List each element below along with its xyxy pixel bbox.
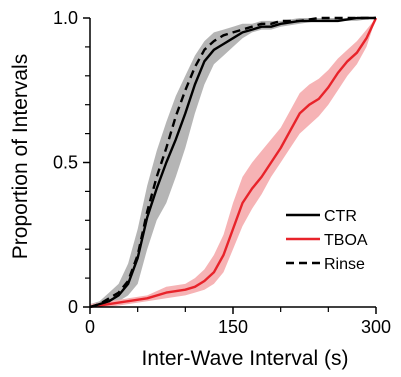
legend-label-rinse: Rinse xyxy=(324,256,365,273)
legend: CTR TBOA Rinse xyxy=(286,208,368,273)
x-tick-label: 150 xyxy=(218,317,248,337)
legend-label-ctr: CTR xyxy=(324,208,357,225)
y-axis-label: Proportion of Intervals xyxy=(9,54,32,259)
confidence-band-tboa xyxy=(90,18,376,307)
series-line-tboa xyxy=(89,17,378,309)
y-tick-label: 0 xyxy=(68,297,78,317)
confidence-bands xyxy=(90,18,376,307)
legend-label-tboa: TBOA xyxy=(324,232,368,249)
x-axis-label: Inter-Wave Interval (s) xyxy=(142,347,349,370)
y-tick-label: 1.0 xyxy=(53,8,78,28)
x-tick-label: 0 xyxy=(85,317,95,337)
x-tick-label: 300 xyxy=(361,317,391,337)
axis-ticks: 0 150 300 0 0.5 1.0 xyxy=(53,8,391,337)
series-lines xyxy=(89,16,378,309)
y-tick-label: 0.5 xyxy=(53,153,78,173)
series-line-rinse xyxy=(89,16,376,309)
